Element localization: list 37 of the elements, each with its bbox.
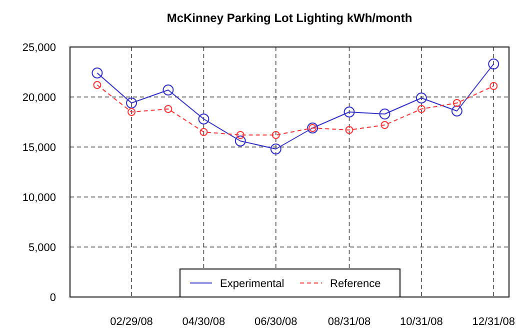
point bbox=[162, 84, 174, 96]
legend-label: Experimental bbox=[220, 278, 284, 290]
point bbox=[345, 126, 354, 134]
x-tick-label: 02/29/08 bbox=[110, 316, 153, 328]
point bbox=[236, 131, 244, 139]
x-tick-label: 04/30/08 bbox=[182, 316, 226, 328]
point bbox=[164, 105, 172, 113]
point bbox=[451, 106, 462, 116]
y-tick-label: 20,000 bbox=[22, 92, 56, 104]
point bbox=[128, 108, 136, 116]
y-tick-label: 5,000 bbox=[28, 242, 56, 254]
point bbox=[126, 98, 138, 108]
point bbox=[452, 99, 461, 107]
point bbox=[488, 58, 500, 70]
point bbox=[344, 106, 355, 118]
point bbox=[416, 92, 427, 104]
legend-label: Reference bbox=[330, 278, 381, 290]
x-tick-label: 12/31/08 bbox=[472, 316, 516, 328]
y-tick-label: 15,000 bbox=[22, 142, 56, 154]
x-tick-label: 10/31/08 bbox=[400, 316, 443, 328]
y-tick-label: 0 bbox=[50, 292, 56, 304]
point bbox=[379, 108, 390, 120]
point bbox=[234, 136, 246, 146]
point bbox=[380, 121, 389, 129]
x-tick-label: 06/30/08 bbox=[254, 316, 298, 328]
chart-title: McKinney Parking Lot Lighting kWh/month bbox=[166, 11, 412, 25]
point bbox=[490, 82, 498, 90]
x-tick-label: 08/31/08 bbox=[328, 316, 371, 328]
point bbox=[92, 68, 103, 78]
point bbox=[417, 105, 426, 113]
point bbox=[200, 128, 208, 136]
y-tick-label: 10,000 bbox=[22, 192, 56, 204]
y-tick-label: 25,000 bbox=[22, 42, 56, 54]
point bbox=[198, 114, 210, 124]
point bbox=[272, 131, 280, 139]
point bbox=[93, 81, 102, 89]
point bbox=[270, 144, 282, 154]
